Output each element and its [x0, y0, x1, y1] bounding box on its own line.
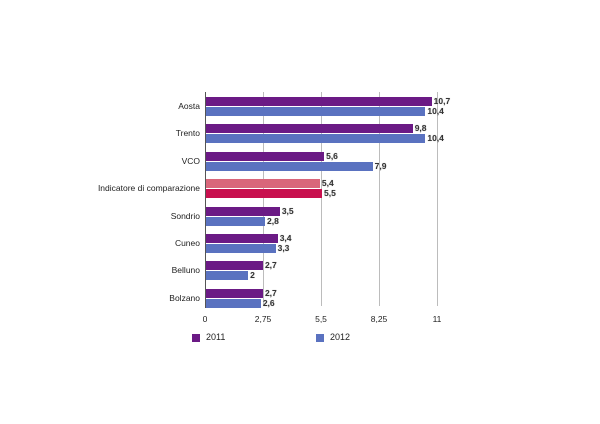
- bar-2011: [206, 261, 263, 271]
- category-label: Belluno: [171, 265, 200, 276]
- bar-2012: [206, 298, 261, 308]
- bar-2012: [206, 271, 249, 281]
- legend-label-2012: 2012: [330, 332, 351, 342]
- category-label: Cuneo: [174, 238, 200, 248]
- legend-swatch-2011: [192, 334, 200, 342]
- bar-2012: [206, 161, 373, 171]
- x-tick-label: 8,25: [370, 314, 388, 324]
- value-label: 2: [250, 270, 255, 281]
- category-label: Trento: [175, 128, 200, 139]
- x-tick-label: 2,75: [254, 314, 272, 324]
- bar-2011: [206, 234, 278, 243]
- bar-2012: [206, 244, 276, 253]
- gridline: [437, 92, 438, 306]
- bar-2011: [206, 206, 280, 216]
- category-label: Aosta: [178, 101, 200, 111]
- value-label: 5,5: [324, 188, 336, 199]
- bar-2011: [206, 124, 413, 134]
- x-tick-label: 11: [432, 314, 442, 324]
- value-label: 3,5: [281, 205, 294, 216]
- value-label: 3,3: [277, 243, 290, 253]
- legend-swatch-2012: [316, 334, 324, 342]
- bar-2011: [206, 179, 320, 189]
- bar-2011: [206, 97, 432, 106]
- category-label: Indicatore di comparazione: [97, 183, 200, 194]
- value-label: 10,4: [427, 133, 444, 144]
- value-label: 2,6: [262, 297, 275, 308]
- bar-2012: [206, 216, 266, 226]
- gridline: [263, 92, 264, 306]
- category-label: VCO: [181, 155, 200, 166]
- value-label: 7,9: [374, 160, 387, 171]
- value-label: 10,4: [427, 106, 444, 116]
- value-label: 2,7: [264, 287, 277, 298]
- value-label: 3,4: [279, 233, 292, 243]
- value-label: 2,8: [267, 215, 279, 226]
- bar-2011: [206, 151, 325, 161]
- value-label: 2,7: [264, 260, 277, 271]
- value-label: 5,4: [321, 178, 334, 189]
- bar-2011: [206, 288, 263, 298]
- gridline: [379, 92, 380, 306]
- value-label: 9,8: [414, 123, 427, 134]
- x-tick-label: 0: [202, 314, 208, 324]
- bar-2012: [206, 107, 426, 116]
- value-label: 5,6: [326, 150, 338, 161]
- legend-label-2011: 2011: [206, 332, 226, 342]
- y-axis-line: [205, 92, 206, 308]
- value-label: 10,7: [433, 96, 451, 106]
- category-label: Bolzano: [169, 292, 200, 303]
- x-tick-label: 5,5: [315, 314, 327, 324]
- bar-2012: [206, 134, 426, 144]
- gridline: [321, 92, 322, 306]
- bar-2012: [206, 189, 322, 199]
- category-label: Sondrio: [170, 210, 200, 221]
